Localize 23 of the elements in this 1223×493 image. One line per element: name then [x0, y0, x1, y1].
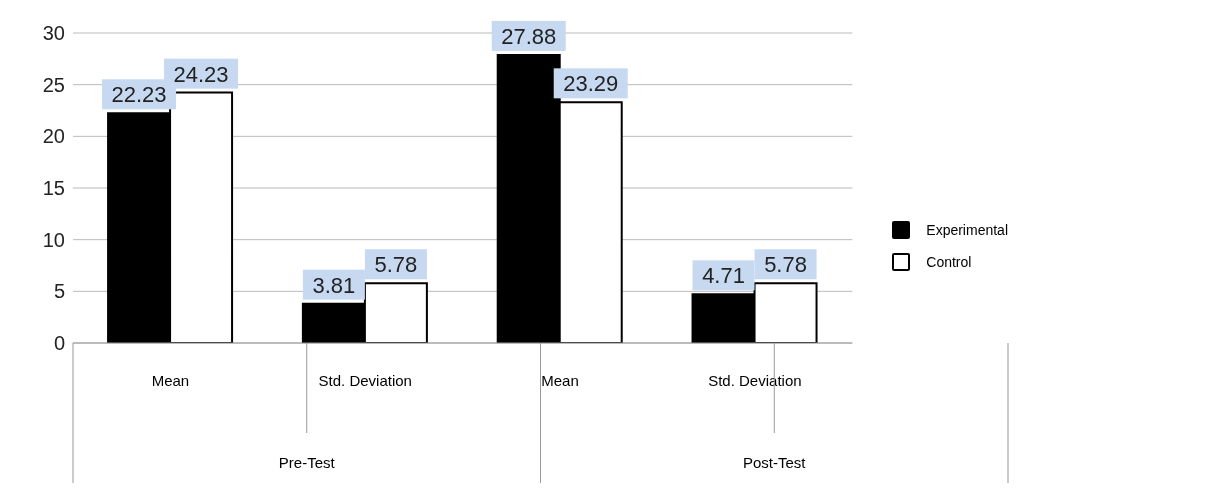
data-label: 3.81 [312, 272, 356, 298]
y-tick-label: 10 [42, 228, 65, 251]
data-label: 23.29 [563, 71, 619, 97]
data-label: 4.71 [702, 263, 745, 289]
y-tick-label: 0 [53, 332, 65, 355]
x-tick-label: Std. Deviation [318, 371, 412, 389]
data-label: 5.78 [374, 252, 418, 278]
y-tick-label: 15 [42, 177, 65, 200]
data-label: 5.78 [764, 252, 807, 278]
data-label: 27.88 [501, 23, 557, 49]
legend-label: Control [926, 253, 972, 270]
text: Post-Test [742, 454, 807, 471]
y-tick-label: 25 [42, 73, 65, 96]
x-tick-label: Std. Deviation [708, 371, 802, 389]
x-tick-label: Mean [151, 371, 190, 389]
y-tick-label: 20 [42, 125, 65, 148]
data-label: 22.23 [111, 82, 167, 108]
y-tick-label: 30 [42, 22, 65, 45]
x-tick-label: Mean [541, 371, 579, 389]
data-label: 24.23 [173, 61, 229, 87]
text: Pre-Test [278, 454, 336, 471]
legend-label: Experimental [926, 221, 1008, 238]
y-tick-label: 5 [53, 280, 65, 303]
